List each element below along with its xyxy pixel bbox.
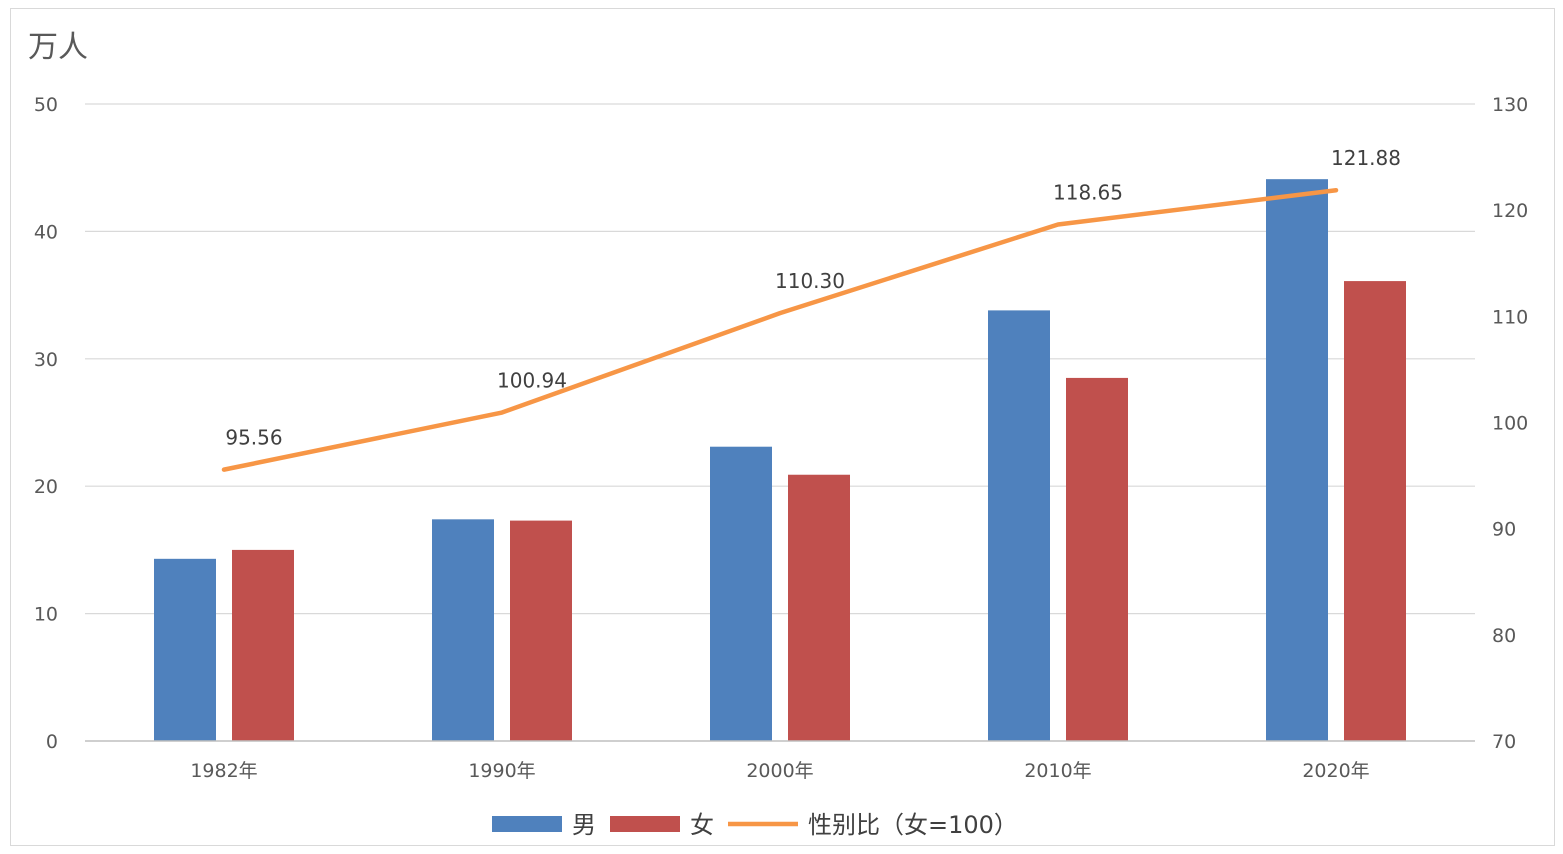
legend-label: 性别比（女=100）	[808, 811, 1018, 839]
ratio-data-label: 118.65	[1053, 180, 1123, 204]
bar-male	[432, 519, 494, 741]
bar-male	[154, 558, 216, 741]
right-tick-label: 130	[1492, 94, 1528, 116]
legend-swatch	[610, 816, 680, 832]
legend-label: 女	[690, 811, 714, 839]
right-axis: 70 80 90 100 110 120 130	[1492, 94, 1528, 753]
x-tick-label: 2010年	[1024, 760, 1091, 782]
bar-female	[788, 474, 850, 741]
ratio-data-label: 121.88	[1331, 146, 1401, 170]
x-axis: 1982年 1990年 2000年 2010年 2020年	[85, 740, 1475, 782]
legend: 男 女 性别比（女=100）	[492, 811, 1018, 839]
x-tick-label: 1982年	[190, 760, 257, 782]
ratio-data-label: 100.94	[497, 369, 567, 393]
bar-female	[510, 520, 572, 741]
right-tick-label: 70	[1492, 731, 1516, 753]
right-tick-label: 100	[1492, 413, 1528, 435]
left-tick-label: 30	[34, 349, 58, 371]
left-tick-label: 0	[46, 731, 58, 753]
x-tick-label: 1990年	[468, 760, 535, 782]
bars	[154, 179, 1406, 741]
legend-swatch	[492, 816, 562, 832]
left-axis: 0 10 20 30 40 50	[34, 94, 58, 753]
bar-female	[232, 549, 294, 741]
ratio-data-labels: 95.56 100.94 110.30 118.65 121.88	[225, 146, 1401, 449]
left-tick-label: 10	[34, 604, 58, 626]
y-axis-unit-label: 万人	[28, 30, 88, 65]
left-tick-label: 50	[34, 94, 58, 116]
right-tick-label: 120	[1492, 200, 1528, 222]
bar-female	[1066, 377, 1128, 741]
legend-label: 男	[572, 811, 596, 839]
x-tick-label: 2020年	[1302, 760, 1369, 782]
ratio-data-label: 95.56	[225, 426, 282, 450]
legend-item: 男	[492, 811, 596, 839]
right-tick-label: 90	[1492, 519, 1516, 541]
left-tick-label: 20	[34, 476, 58, 498]
bar-male	[1266, 179, 1328, 741]
x-tick-label: 2000年	[746, 760, 813, 782]
bar-male	[710, 446, 772, 741]
bar-male	[988, 310, 1050, 741]
ratio-line-path	[221, 187, 1339, 472]
ratio-data-label: 110.30	[775, 269, 845, 293]
left-tick-label: 40	[34, 221, 58, 243]
legend-item: 女	[610, 811, 714, 839]
right-tick-label: 80	[1492, 625, 1516, 647]
right-tick-label: 110	[1492, 306, 1528, 328]
ratio-line	[221, 187, 1339, 472]
legend-item: 性别比（女=100）	[728, 811, 1018, 839]
bar-female	[1344, 281, 1406, 741]
gridlines	[85, 103, 1475, 615]
